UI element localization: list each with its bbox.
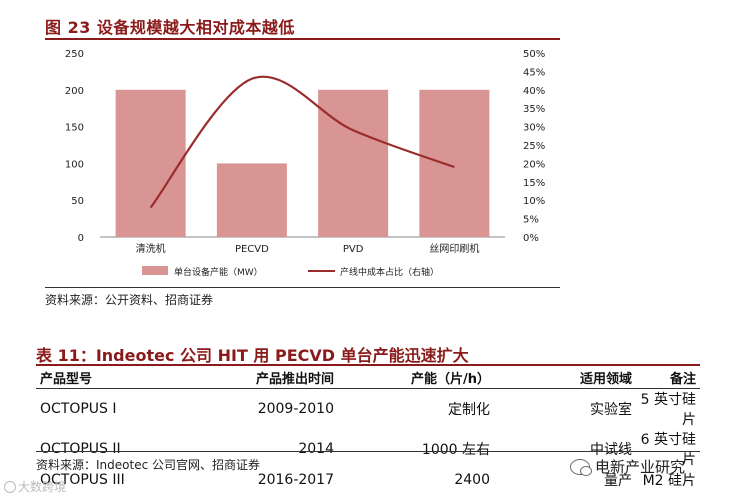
table-title-rule <box>36 364 700 366</box>
cell-application: 量产 <box>604 472 632 489</box>
table-row: OCTOPUS I 2009-2010 定制化 实验室 5 英寸硅片 <box>36 389 700 430</box>
y-right-tick-label: 35% <box>523 104 545 115</box>
cell-model: OCTOPUS III <box>40 471 125 488</box>
header-launch: 产品推出时间 <box>212 366 338 389</box>
header-capacity: 产能（片/h） <box>338 366 494 389</box>
cell-launch: 2016-2017 <box>257 471 334 488</box>
category-label: PVD <box>343 244 364 255</box>
category-label: 清洗机 <box>136 242 166 255</box>
legend-line-label: 产线中成本占比（右轴） <box>340 266 439 278</box>
y-right-tick-label: 20% <box>523 159 545 170</box>
y-right-tick-label: 40% <box>523 86 545 97</box>
cell-application: 实验室 <box>590 402 632 418</box>
y-left-tick-label: 200 <box>65 86 84 97</box>
watermark-left-text: 大数跨境 <box>18 480 67 494</box>
bar <box>419 89 490 237</box>
cell-capacity: 1000 左右 <box>421 442 490 458</box>
figure-title: 图 23 设备规模越大相对成本越低 <box>45 18 295 37</box>
y-right-tick-label: 15% <box>523 178 545 189</box>
header-application: 适用领域 <box>494 366 636 389</box>
y-right-tick-label: 5% <box>523 215 539 226</box>
figure-source: 资料来源：公开资料、招商证券 <box>45 293 214 307</box>
table-bottom-rule <box>36 451 700 452</box>
wechat-icon <box>570 458 592 476</box>
combo-chart: 0 50 100 150 200 250 0% 5% 10% 15% 20% 25% 30% 35% 40%… <box>65 49 545 278</box>
header-note: 备注 <box>636 366 700 389</box>
title-rule <box>45 38 560 40</box>
cell-launch: 2009-2010 <box>257 401 334 417</box>
product-table: 产品型号 产品推出时间 产能（片/h） 适用领域 备注 OCTOPUS I 20… <box>36 366 700 490</box>
cell-model: OCTOPUS II <box>40 441 121 457</box>
cell-note: M2 硅片 <box>642 472 696 489</box>
y-left-tick-label: 250 <box>65 49 84 60</box>
y-left-tick-label: 100 <box>65 159 84 170</box>
watermark-right-text: 电新产业研究 <box>595 458 686 476</box>
table-row: OCTOPUS III 2016-2017 2400 量产 M2 硅片 <box>36 469 700 490</box>
y-left-tick-label: 0 <box>78 233 84 244</box>
y-right-tick-label: 30% <box>523 123 545 134</box>
header-model: 产品型号 <box>36 366 212 389</box>
table-title: 表 11：Indeotec 公司 HIT 用 PECVD 单台产能迅速扩大 <box>36 346 469 365</box>
bar <box>115 89 186 237</box>
y-right-tick-label: 0% <box>523 233 539 244</box>
cell-note: 6 英寸硅片 <box>640 432 696 468</box>
logo-icon <box>4 480 16 493</box>
cell-launch: 2014 <box>298 441 334 457</box>
line-series <box>149 75 455 209</box>
legend-bar-label: 单台设备产能（MW） <box>174 266 263 278</box>
y-left-tick-label: 150 <box>65 123 84 134</box>
cell-capacity: 2400 <box>454 471 490 488</box>
cell-capacity: 定制化 <box>448 402 490 418</box>
cell-note: 5 英寸硅片 <box>640 392 696 428</box>
legend-bar-swatch <box>142 266 168 275</box>
y-right-tick-label: 50% <box>523 49 545 60</box>
y-right-tick-label: 25% <box>523 141 545 152</box>
table-row: OCTOPUS II 2014 1000 左右 中试线 6 英寸硅片 <box>36 429 700 469</box>
category-label: 丝网印刷机 <box>429 242 479 255</box>
table-header-row: 产品型号 产品推出时间 产能（片/h） 适用领域 备注 <box>36 366 700 389</box>
table-source: 资料来源：Indeotec 公司官网、招商证券 <box>36 458 260 472</box>
y-right-tick-label: 45% <box>523 67 545 78</box>
bar <box>216 163 287 237</box>
chart-bottom-rule <box>45 287 560 288</box>
y-left-tick-label: 50 <box>71 196 84 207</box>
y-right-tick-label: 10% <box>523 196 545 207</box>
category-label: PECVD <box>235 244 269 255</box>
cell-model: OCTOPUS I <box>40 401 117 417</box>
cell-application: 中试线 <box>590 442 632 458</box>
bar <box>318 89 389 237</box>
watermark-right: 电新产业研究 <box>570 456 685 477</box>
watermark-left: 大数跨境 <box>4 478 66 495</box>
